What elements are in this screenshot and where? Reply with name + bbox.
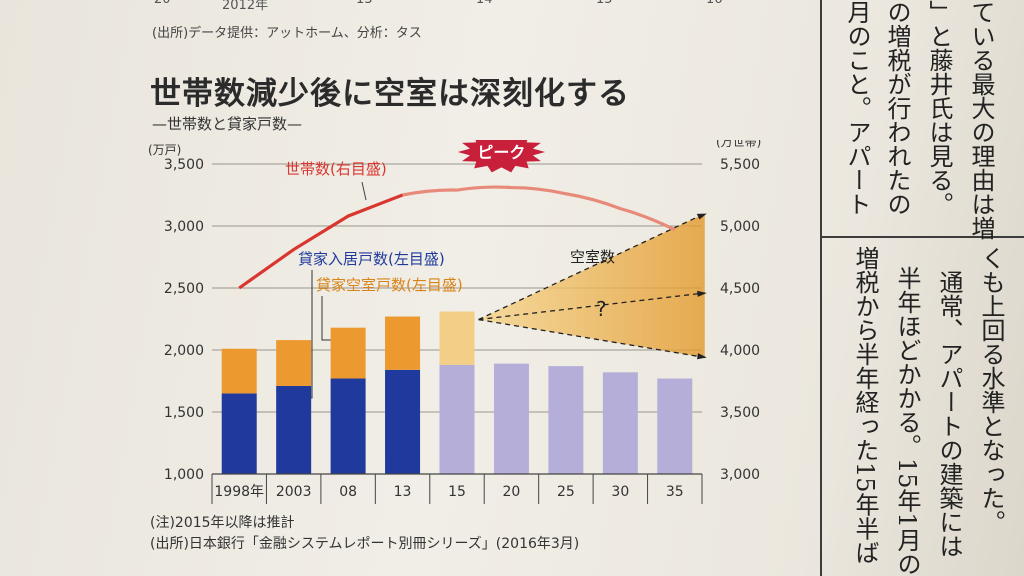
column-text-line: の増税が行われたの (883, 0, 911, 216)
left-axis-unit: (万戸) (148, 143, 181, 157)
vacancy-forecast-fan (478, 213, 707, 360)
top-tick: 15 (596, 0, 613, 7)
right-tick-label: 4,000 (720, 343, 760, 359)
left-tick-label: 1,500 (164, 405, 204, 421)
vacant-bar (276, 340, 312, 386)
fan-dashed-arrow (478, 292, 705, 321)
households-line-actual (238, 193, 404, 290)
chart-subtitle: —世帯数と貸家戸数— (152, 115, 303, 133)
fan-area (478, 213, 705, 358)
category-label: 08 (339, 484, 357, 500)
households-leader (361, 181, 367, 201)
right-tick-label: 3,500 (720, 405, 760, 421)
occupied-bar (221, 393, 257, 474)
fan-dashed-arrow (478, 213, 706, 321)
occupied-bar (385, 369, 421, 474)
top-source: (出所)データ提供：アットホーム、分析：タス (152, 26, 422, 41)
column-text-line: くも上回る水準となった。 (977, 246, 1005, 534)
top-tick: 14 (476, 0, 493, 7)
occupied-bar (330, 378, 366, 474)
column-text-line: 」と藤井氏は見る。 (925, 0, 953, 216)
households-label: 世帯数(右目盛) (285, 160, 387, 178)
column-text-line: 増税から半年経った15年半ば (851, 246, 879, 565)
occupied-forecast-bar (493, 363, 529, 474)
occupied-forecast-bar (657, 378, 693, 474)
occupied-label: 貸家入居戸数(左目盛) (298, 250, 445, 268)
category-label: 1998年 (214, 484, 264, 500)
chart-source: (出所)日本銀行「金融システムレポート別冊シリーズ」(2016年3月) (150, 536, 580, 552)
right-axis-unit: (万世帯) (716, 140, 761, 149)
vacant-bar (330, 327, 366, 379)
category-label: 25 (557, 484, 575, 500)
occupied-forecast-bar (439, 364, 475, 474)
left-tick-label: 3,500 (164, 157, 204, 173)
forecast-note: (注)2015年以降は推計 (150, 515, 295, 531)
arrowhead (696, 213, 707, 220)
column-text-line: 月のこと。アパート (843, 0, 871, 216)
category-label: 20 (503, 484, 521, 500)
occupied-forecast-bar (602, 372, 638, 474)
right-tick-label: 4,500 (720, 281, 760, 297)
chart-notes: (注)2015年以降は推計 (出所)日本銀行「金融システムレポート別冊シリーズ」… (150, 513, 579, 555)
vacant-leader (321, 296, 331, 341)
category-label: 15 (448, 484, 466, 500)
right-tick-label: 5,000 (720, 219, 760, 235)
arrowhead (697, 290, 707, 297)
left-tick-label: 2,500 (164, 281, 204, 297)
top-tick: 2012年 (222, 0, 269, 13)
arrowhead (696, 353, 707, 360)
households-rental-chart: 1,000 1,500 2,000 2,500 3,000 3,500 3,000 3,500… (148, 140, 761, 504)
top-tick: 13 (356, 0, 373, 7)
households-line-forecast (402, 185, 676, 232)
chart-title: 世帯数減少後に空室は深刻化する (150, 76, 630, 112)
column-divider-horizontal (822, 236, 1024, 238)
bar-series (221, 311, 693, 474)
top-tick: 16 (706, 0, 723, 7)
vacancy-count-label: 空室数 (570, 248, 615, 266)
vacant-forecast-bar (439, 311, 475, 365)
occupied-leader (311, 270, 313, 399)
households-line (238, 185, 676, 290)
right-tick-label: 5,500 (720, 157, 760, 173)
fan-dashed-arrow (478, 318, 705, 359)
column-divider (820, 0, 822, 576)
question-mark: ? (596, 297, 607, 321)
right-tick-label: 3,000 (720, 467, 760, 483)
occupied-bar (276, 385, 312, 474)
vacant-label: 貸家空室戸数(左目盛) (316, 276, 463, 294)
category-label: 2003 (276, 484, 312, 500)
category-label: 13 (394, 484, 412, 500)
category-label: 30 (611, 484, 629, 500)
axes: 1,000 1,500 2,000 2,500 3,000 3,500 3,000 3,500… (148, 140, 761, 504)
column-text-line: ている最大の理由は増 (967, 0, 995, 240)
left-tick-label: 1,000 (164, 467, 204, 483)
column-text-line: 半年ほどかかる。15年1月の (893, 266, 921, 576)
category-label: 35 (666, 484, 684, 500)
vacant-bar (385, 316, 421, 370)
column-text-line: 通常、アパートの建築には (935, 270, 963, 558)
occupied-forecast-bar (548, 366, 584, 474)
left-tick-label: 3,000 (164, 219, 204, 235)
peak-badge (457, 140, 546, 173)
vacant-bar (221, 348, 257, 394)
left-tick-label: 2,000 (164, 343, 204, 359)
top-tick: 20 (154, 0, 171, 7)
peak-label: ピーク (477, 143, 525, 162)
